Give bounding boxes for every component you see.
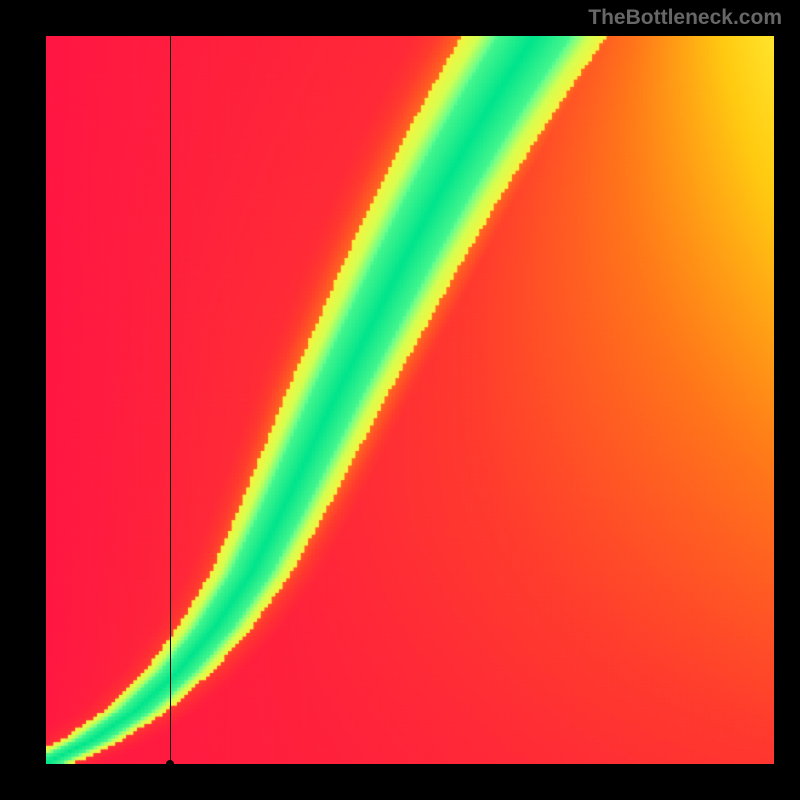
heatmap-plot — [46, 36, 774, 764]
crosshair-vertical — [170, 36, 171, 764]
heatmap-canvas — [46, 36, 774, 764]
crosshair-point — [166, 760, 174, 768]
watermark-text: TheBottleneck.com — [588, 6, 782, 30]
